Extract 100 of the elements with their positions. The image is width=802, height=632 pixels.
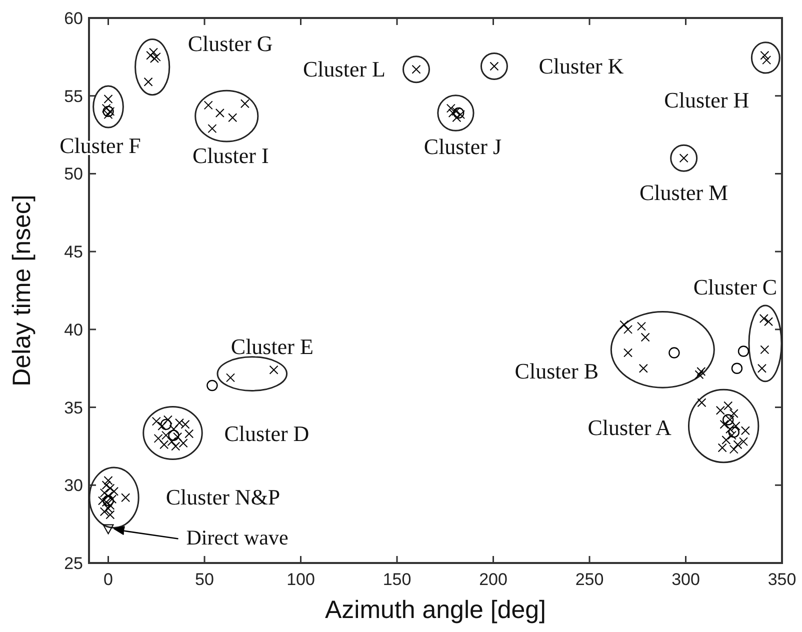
point <box>668 347 680 358</box>
point <box>697 398 706 408</box>
point <box>740 426 750 436</box>
point <box>727 430 736 440</box>
point <box>757 364 766 373</box>
point <box>215 108 224 118</box>
x-tick-label: 0 <box>104 570 113 589</box>
point <box>168 430 180 441</box>
point <box>731 362 743 374</box>
series-label: Cluster M <box>640 180 728 206</box>
point <box>739 437 748 446</box>
x-tick-label: 350 <box>768 570 796 589</box>
point <box>104 476 113 485</box>
point <box>173 432 182 442</box>
point <box>208 124 217 134</box>
point <box>269 365 278 374</box>
point <box>106 106 115 116</box>
y-tick-label: 45 <box>64 242 83 262</box>
point <box>102 498 111 507</box>
series-label: Cluster D <box>224 420 310 446</box>
point <box>160 418 172 430</box>
point <box>228 113 238 122</box>
point <box>722 414 734 426</box>
point <box>104 94 113 104</box>
point <box>636 322 646 331</box>
point <box>206 380 218 392</box>
point <box>184 429 194 438</box>
point <box>167 437 176 446</box>
point <box>759 314 768 324</box>
y-tick-label: 35 <box>64 398 83 418</box>
point <box>729 444 738 454</box>
y-tick-label: 60 <box>64 9 83 28</box>
point <box>696 366 706 376</box>
x-tick-label: 150 <box>382 570 412 589</box>
point <box>100 507 109 516</box>
point <box>226 373 235 382</box>
point <box>204 100 213 110</box>
point <box>169 424 178 434</box>
point <box>102 495 114 506</box>
point <box>104 504 113 513</box>
y-tick-label: 55 <box>64 86 83 106</box>
series-label: Cluster K <box>538 53 624 78</box>
annotation: Direct wave <box>186 526 288 550</box>
point <box>106 500 115 510</box>
point <box>726 424 735 434</box>
point <box>240 99 250 108</box>
series-label: Cluster G <box>188 31 273 56</box>
y-axis-title: Delay time [nsec] <box>8 194 36 386</box>
point <box>148 48 158 57</box>
point <box>738 346 750 357</box>
point <box>144 77 153 86</box>
series-label: Cluster B <box>514 358 599 384</box>
point <box>154 434 163 443</box>
point <box>152 416 161 426</box>
point <box>102 524 114 534</box>
series-label: Cluster E <box>230 334 314 359</box>
series-label: Cluster L <box>303 56 386 82</box>
x-tick-label: 100 <box>286 570 315 589</box>
point <box>102 104 111 113</box>
x-tick-label: 300 <box>672 570 700 589</box>
x-tick-label: 250 <box>575 570 604 589</box>
point <box>731 421 740 430</box>
point <box>171 442 180 451</box>
point <box>733 440 742 450</box>
point <box>121 493 130 502</box>
point <box>716 406 725 415</box>
point <box>106 484 115 493</box>
series-label: Cluster C <box>693 274 778 300</box>
x-axis-title: Azimuth angle [deg] <box>325 596 546 624</box>
point <box>760 345 770 354</box>
point <box>638 364 648 373</box>
x-tick-label: 200 <box>479 570 508 589</box>
point <box>446 104 456 113</box>
point <box>150 54 159 63</box>
point <box>720 420 729 429</box>
point <box>104 110 113 120</box>
series-label: Cluster N&P <box>166 484 280 510</box>
y-tick-label: 25 <box>64 554 83 573</box>
point <box>726 415 735 424</box>
series-label: Cluster J <box>424 134 502 159</box>
point <box>178 438 188 448</box>
point <box>729 409 738 418</box>
point <box>102 480 111 490</box>
point <box>160 440 169 450</box>
point <box>106 510 115 520</box>
point <box>620 320 629 330</box>
series-label: Cluster A <box>588 414 672 440</box>
point <box>163 415 172 424</box>
y-tick-label: 30 <box>64 476 83 496</box>
series-label: Cluster I <box>192 143 269 168</box>
point <box>624 324 632 334</box>
point <box>724 401 733 410</box>
point <box>162 430 170 440</box>
x-tick-label: 50 <box>195 570 214 589</box>
point <box>640 332 650 342</box>
point <box>728 426 740 438</box>
point <box>104 492 113 501</box>
series-label: Cluster H <box>664 88 750 113</box>
point <box>624 348 632 358</box>
y-tick-label: 40 <box>64 320 83 340</box>
